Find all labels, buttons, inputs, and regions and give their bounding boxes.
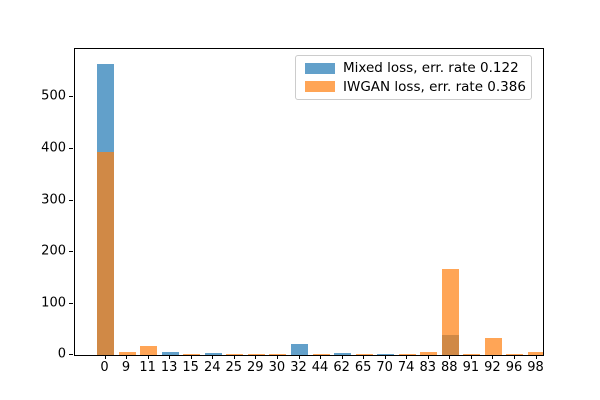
x-tick-83 <box>427 355 429 359</box>
x-tick-label-25: 25 <box>225 360 243 375</box>
bars-layer <box>75 49 543 355</box>
x-tick-label-24: 24 <box>204 360 221 375</box>
bar-mixed-32 <box>291 343 308 355</box>
bar-iwgan-92 <box>484 338 502 355</box>
y-tick-200 <box>69 251 73 252</box>
y-tick-label-500: 500 <box>41 88 66 104</box>
legend: Mixed loss, err. rate 0.122 IWGAN loss, … <box>295 55 532 100</box>
x-tick-13 <box>169 355 171 359</box>
bar-iwgan-65 <box>355 354 373 355</box>
x-tick-label-13: 13 <box>160 360 178 375</box>
x-tick-44 <box>320 355 321 359</box>
bar-mixed-62 <box>334 352 352 355</box>
x-tick-label-30: 30 <box>268 360 286 375</box>
legend-entry-iwgan: IWGAN loss, err. rate 0.386 <box>296 78 531 95</box>
bar-iwgan-74 <box>398 354 416 355</box>
bar-iwgan-29 <box>247 354 265 355</box>
x-tick-label-11: 11 <box>139 360 156 375</box>
x-tick-label-98: 98 <box>527 360 544 375</box>
bar-iwgan-98 <box>528 352 543 355</box>
x-tick-98 <box>535 355 537 359</box>
bar-iwgan-91 <box>463 353 481 355</box>
x-tick-label-62: 62 <box>333 360 350 375</box>
x-tick-label-9: 9 <box>121 360 131 375</box>
legend-label-iwgan: IWGAN loss, err. rate 0.386 <box>343 78 526 95</box>
x-tick-label-70: 70 <box>376 360 393 375</box>
x-tick-label-0: 0 <box>100 360 109 375</box>
x-tick-25 <box>233 355 235 359</box>
x-tick-29 <box>255 355 257 359</box>
x-tick-15 <box>190 355 192 359</box>
y-tick-0 <box>69 354 73 355</box>
x-tick-11 <box>147 355 149 359</box>
y-tick-label-300: 300 <box>41 192 66 207</box>
x-tick-label-83: 83 <box>419 360 437 375</box>
x-tick-label-88: 88 <box>441 360 458 375</box>
x-tick-label-15: 15 <box>182 360 199 375</box>
x-tick-label-74: 74 <box>397 360 415 375</box>
x-tick-74 <box>406 355 408 359</box>
x-tick-0 <box>104 355 106 359</box>
bar-iwgan-30 <box>269 354 287 355</box>
bar-iwgan-9 <box>118 352 136 355</box>
legend-entry-mixed: Mixed loss, err. rate 0.122 <box>296 59 531 76</box>
y-tick-500 <box>69 96 73 98</box>
x-tick-24 <box>212 355 214 359</box>
x-tick-92 <box>492 355 494 359</box>
x-tick-label-91: 91 <box>462 360 480 375</box>
bar-iwgan-88 <box>441 268 459 355</box>
x-tick-label-65: 65 <box>354 360 372 375</box>
x-tick-65 <box>363 355 365 359</box>
legend-swatch-mixed <box>305 62 335 74</box>
bar-iwgan-15 <box>183 354 201 355</box>
x-tick-91 <box>470 355 472 359</box>
bar-iwgan-25 <box>226 354 244 355</box>
x-tick-32 <box>298 355 300 359</box>
x-tick-88 <box>449 355 451 359</box>
x-tick-label-92: 92 <box>484 360 501 375</box>
x-tick-30 <box>276 355 278 359</box>
x-tick-96 <box>514 355 515 359</box>
x-tick-label-29: 29 <box>247 360 264 375</box>
bar-iwgan-83 <box>420 352 438 355</box>
bar-iwgan-44 <box>312 354 330 355</box>
y-tick-label-400: 400 <box>41 140 66 156</box>
x-tick-label-44: 44 <box>311 360 329 375</box>
bar-mixed-70 <box>377 353 395 355</box>
bar-iwgan-11 <box>140 346 158 355</box>
y-tick-100 <box>69 302 73 304</box>
x-tick-label-32: 32 <box>290 360 307 375</box>
y-tick-400 <box>69 147 73 149</box>
y-tick-label-100: 100 <box>41 295 66 310</box>
legend-label-mixed: Mixed loss, err. rate 0.122 <box>343 59 519 76</box>
y-tick-300 <box>69 199 73 201</box>
y-tick-label-0: 0 <box>57 346 66 362</box>
legend-swatch-iwgan <box>305 81 335 93</box>
bar-mixed-13 <box>161 351 179 355</box>
bar-mixed-24 <box>204 352 222 355</box>
bar-iwgan-96 <box>506 354 524 355</box>
bar-iwgan-0 <box>97 152 114 355</box>
x-tick-62 <box>341 355 343 359</box>
x-tick-70 <box>384 355 386 359</box>
y-tick-label-200: 200 <box>41 243 66 259</box>
x-tick-9 <box>126 355 127 359</box>
x-tick-label-96: 96 <box>505 360 523 375</box>
